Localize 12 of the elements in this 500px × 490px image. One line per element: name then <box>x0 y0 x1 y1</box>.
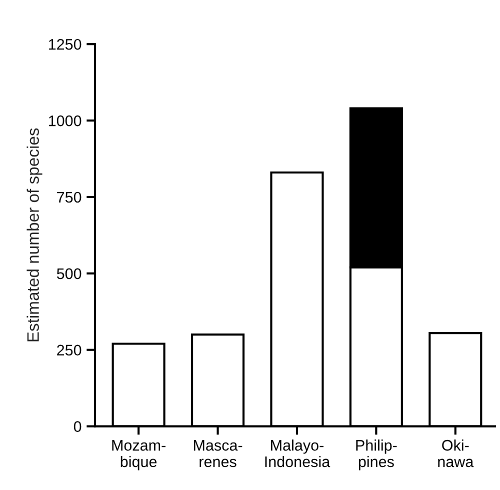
x-tick-label: Oki- nawa <box>438 439 474 468</box>
x-tick-label: Mozam- bique <box>112 440 166 470</box>
y-tick-label: 0 <box>74 421 82 432</box>
y-tick-label: 1250 <box>48 38 82 50</box>
y-axis-title: Estimated number of species <box>26 128 42 342</box>
y-tick-label: 500 <box>56 268 82 280</box>
y-tick-label: 250 <box>57 344 82 356</box>
x-tick-label: Malayo- Indonesia <box>265 439 330 468</box>
x-tick-label: Masca- renes <box>194 440 242 468</box>
y-tick-label: 1000 <box>48 115 82 126</box>
x-tick-label: Philip- pines <box>356 439 397 470</box>
y-tick-label: 750 <box>57 192 82 203</box>
